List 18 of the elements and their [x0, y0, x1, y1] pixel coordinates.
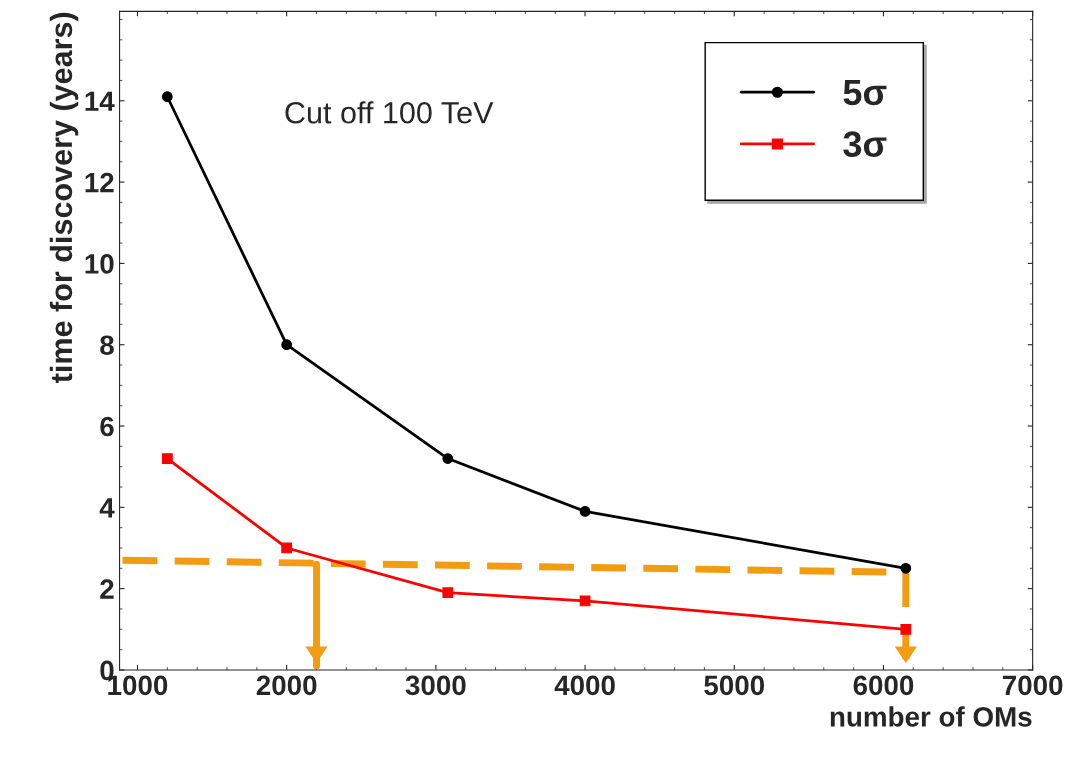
y-tick-label: 8: [100, 335, 114, 356]
y-tick-label: 14: [85, 91, 115, 111]
x-tick-label: 2000: [256, 675, 317, 696]
x-tick-label: 7000: [1002, 675, 1063, 696]
y-tick-label: 6: [100, 416, 114, 437]
y-tick-label: 10: [85, 254, 114, 274]
y-tick-label: 12: [85, 172, 114, 193]
x-axis-title: number of OMs: [830, 706, 1032, 727]
y-tick-label: 4: [99, 498, 115, 518]
x-tick-label: 5000: [704, 675, 765, 696]
y-axis-title: time for discovery (years): [49, 12, 79, 383]
y-tick-label: 2: [100, 579, 114, 599]
legend-label: 3σ: [843, 131, 887, 157]
x-tick-label: 3000: [405, 675, 466, 696]
x-tick-label: 4000: [554, 675, 615, 696]
annotation: Cut off 100 TeV: [285, 101, 494, 124]
x-tick-label: 6000: [853, 675, 914, 696]
legend-label: 5σ: [843, 80, 887, 106]
